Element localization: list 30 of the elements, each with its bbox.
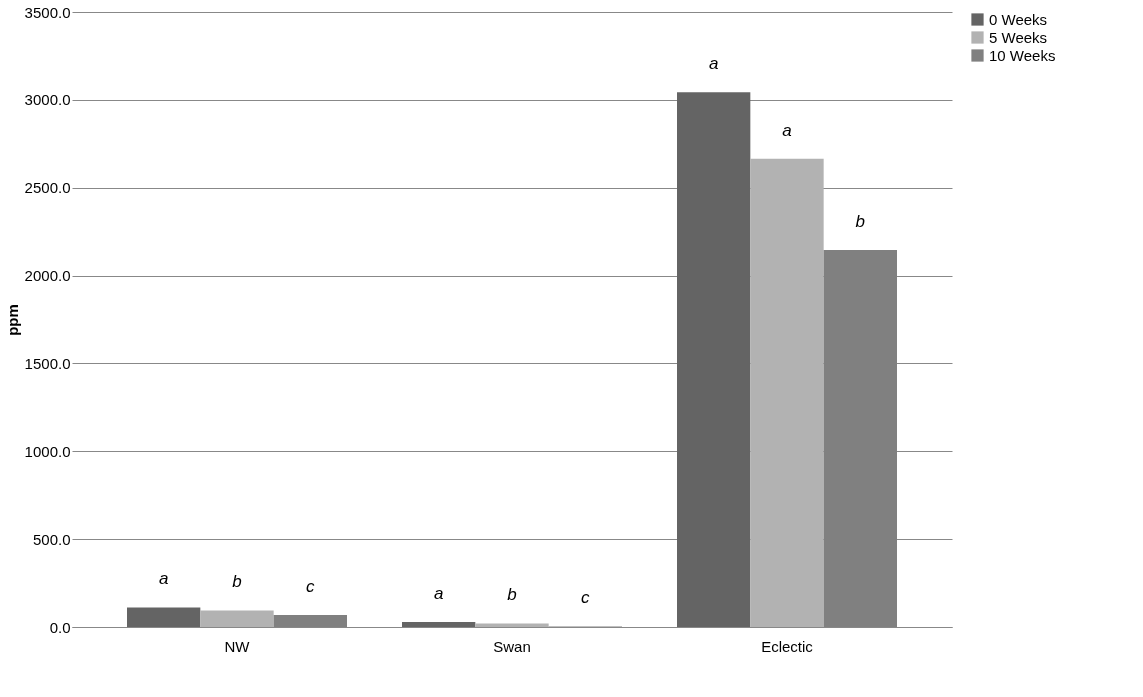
data-label: a — [158, 569, 169, 589]
data-label: a — [782, 120, 792, 140]
legend-label: 10 Weeks — [989, 46, 1056, 64]
data-label: a — [708, 54, 719, 74]
data-label: b — [507, 585, 517, 605]
x-tick-label: NW — [224, 637, 251, 655]
legend-label: 5 Weeks — [989, 28, 1048, 46]
y-tick-label: 3000.0 — [24, 91, 71, 109]
y-axis-title: ppm — [3, 304, 21, 336]
legend-label: 0 Weeks — [989, 10, 1048, 28]
bar — [127, 607, 201, 627]
bar — [677, 92, 751, 627]
y-tick-label: 0.0 — [49, 618, 71, 636]
bar — [200, 610, 274, 627]
data-label: c — [306, 576, 316, 596]
bar — [750, 158, 824, 627]
y-tick-label: 3500.0 — [24, 3, 71, 21]
bar — [402, 621, 476, 627]
y-tick-label: 500.0 — [32, 530, 71, 548]
x-tick-label: Eclectic — [761, 637, 814, 655]
data-label: a — [433, 583, 444, 603]
y-tick-label: 2500.0 — [24, 179, 71, 197]
bar — [475, 623, 549, 627]
data-label: b — [232, 572, 242, 592]
y-tick-label: 1000.0 — [24, 442, 71, 460]
y-tick-label: 1500.0 — [24, 354, 71, 372]
data-label: b — [855, 211, 866, 231]
x-tick-label: Swan — [493, 637, 531, 655]
y-tick-label: 2000.0 — [24, 267, 71, 285]
data-label: c — [581, 588, 591, 608]
